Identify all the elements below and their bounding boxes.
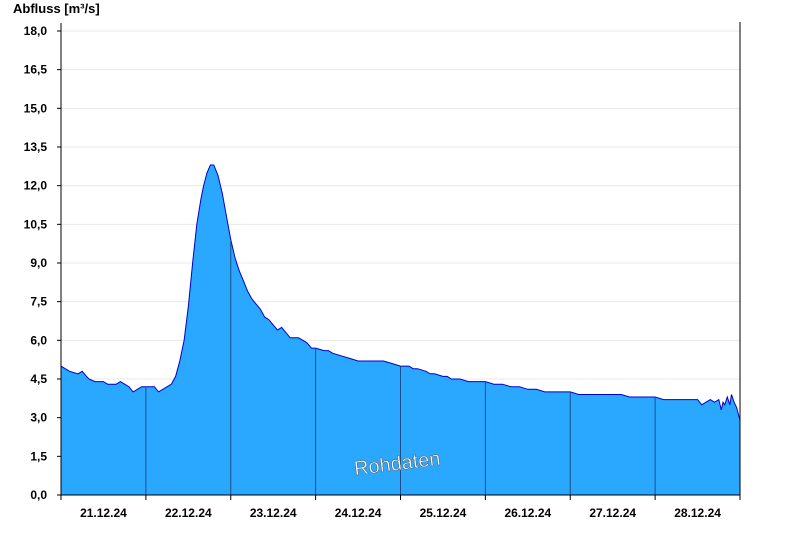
y-tick-label: 3,0 — [30, 411, 47, 425]
x-tick-label: 24.12.24 — [335, 506, 382, 520]
x-tick-label: 23.12.24 — [250, 506, 297, 520]
y-tick-label: 13,5 — [24, 140, 48, 154]
y-tick-label: 7,5 — [30, 295, 47, 309]
axes — [57, 22, 741, 500]
y-tick-label: 12,0 — [24, 179, 48, 193]
y-tick-label: 18,0 — [24, 24, 48, 38]
y-tick-label: 10,5 — [24, 217, 48, 231]
x-tick-label: 28.12.24 — [674, 506, 721, 520]
y-axis-label: Abfluss [m³/s] — [13, 1, 100, 16]
x-tick-labels: 21.12.24 22.12.24 23.12.24 24.12.24 25.12.24… — [80, 506, 721, 520]
discharge-line — [60, 164, 741, 421]
x-tick-label: 25.12.24 — [420, 506, 467, 520]
y-tick-label: 0,0 — [30, 488, 47, 502]
y-tick-label: 16,5 — [24, 63, 48, 77]
y-tick-label: 6,0 — [30, 333, 47, 347]
y-tick-label: 15,0 — [24, 101, 48, 115]
x-tick-label: 21.12.24 — [80, 506, 127, 520]
x-tick-label: 27.12.24 — [589, 506, 636, 520]
y-tick-label: 9,0 — [30, 256, 47, 270]
x-tick-label: 26.12.24 — [504, 506, 551, 520]
day-dividers — [145, 239, 656, 495]
y-tick-label: 4,5 — [30, 372, 47, 386]
y-tick-label: 1,5 — [30, 449, 47, 463]
y-tick-labels: 0,0 1,5 3,0 4,5 6,0 7,5 9,0 10,5 12,0 13,5 15,0 16,… — [24, 24, 48, 502]
x-tick-label: 22.12.24 — [165, 506, 212, 520]
